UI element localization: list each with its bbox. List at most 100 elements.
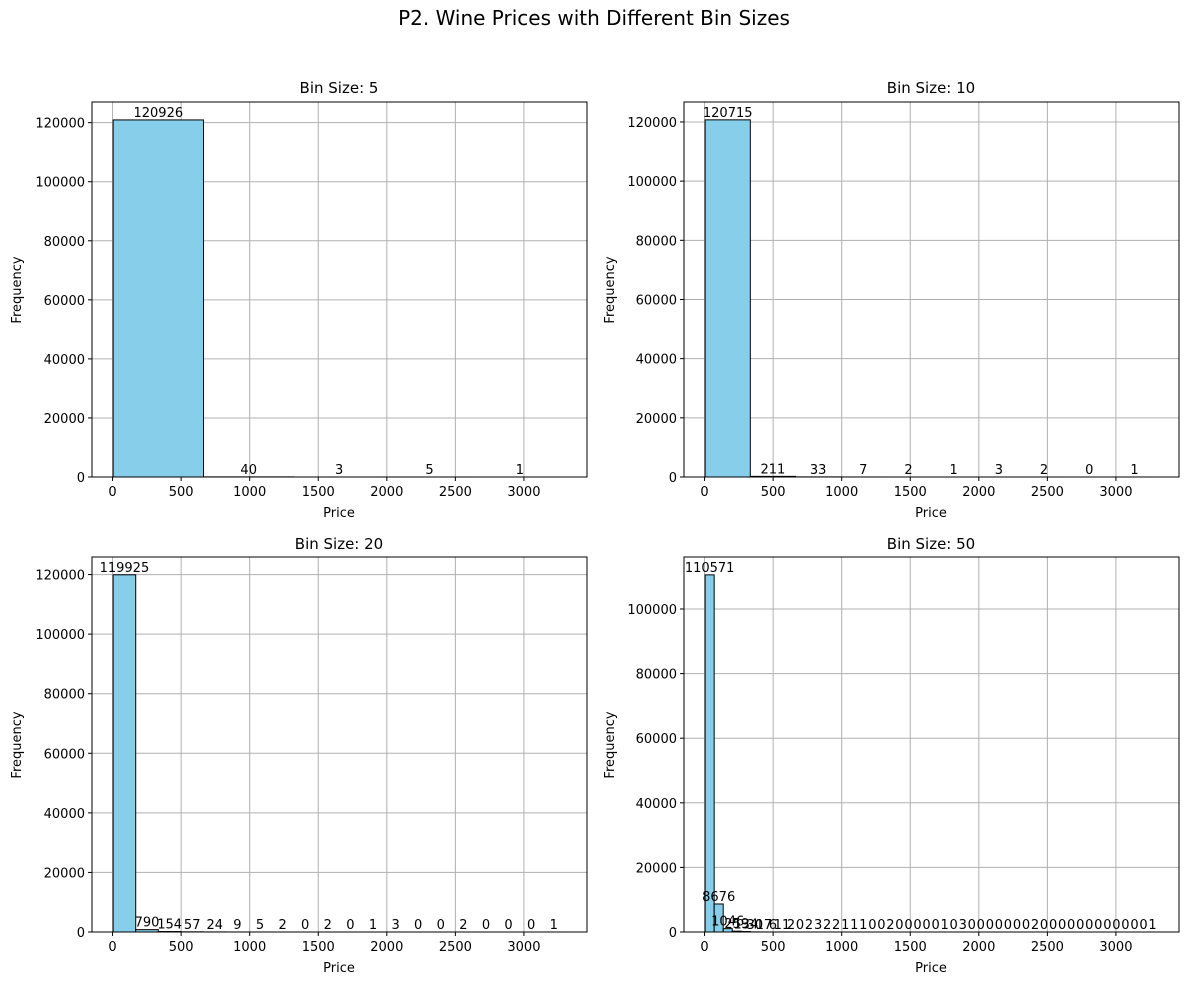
bar-value-label: 33 xyxy=(810,463,827,478)
bar-value-label: 0 xyxy=(1040,918,1048,933)
subplot-title: Bin Size: 20 xyxy=(295,535,383,553)
x-tick-label: 3000 xyxy=(507,485,540,500)
x-tick-label: 1500 xyxy=(302,940,335,955)
bar-value-label: 0 xyxy=(877,918,885,933)
histogram-bar xyxy=(112,574,137,933)
bar-value-label: 3 xyxy=(814,918,822,933)
histogram-bar xyxy=(704,574,715,933)
y-tick-label: 100000 xyxy=(35,628,85,643)
bar-value-label: 154 xyxy=(157,918,182,933)
bar-value-label: 5 xyxy=(425,463,433,478)
histogram-bar xyxy=(112,119,205,478)
x-tick-label: 500 xyxy=(169,940,194,955)
bar-value-label: 1 xyxy=(841,918,849,933)
bar-value-label: 2 xyxy=(787,918,795,933)
bar-value-label: 2 xyxy=(886,918,894,933)
y-tick-label: 60000 xyxy=(44,294,85,309)
bar-value-label: 0 xyxy=(414,918,422,933)
axes-frame xyxy=(683,101,1180,478)
y-tick-label: 0 xyxy=(669,471,677,486)
x-tick-label: 1000 xyxy=(825,940,858,955)
bar-value-label: 0 xyxy=(904,918,912,933)
y-tick-label: 60000 xyxy=(636,732,677,747)
x-tick-label: 2500 xyxy=(439,485,472,500)
bar-value-label: 0 xyxy=(1022,918,1030,933)
y-tick-label: 20000 xyxy=(636,861,677,876)
bar-value-label: 110571 xyxy=(685,561,735,576)
subplot-title: Bin Size: 5 xyxy=(300,79,379,97)
y-tick-label: 120000 xyxy=(627,116,677,131)
bar-value-label: 0 xyxy=(922,918,930,933)
y-axis-label: Frequency xyxy=(603,256,618,323)
y-tick-label: 20000 xyxy=(44,866,85,881)
bar-value-label: 119925 xyxy=(100,561,150,576)
bar-value-label: 1 xyxy=(369,918,377,933)
bar-value-label: 0 xyxy=(1112,918,1120,933)
x-axis-label: Price xyxy=(323,506,355,521)
bar-value-label: 1 xyxy=(550,918,558,933)
x-tick-label: 2000 xyxy=(370,940,403,955)
y-tick-label: 80000 xyxy=(44,688,85,703)
bar-value-label: 0 xyxy=(796,918,804,933)
bar-value-label: 211 xyxy=(760,462,785,477)
y-axis-label: Frequency xyxy=(603,711,618,778)
y-tick-label: 0 xyxy=(77,471,85,486)
bar-value-label: 1046 xyxy=(711,915,744,930)
bar-value-label: 9 xyxy=(233,918,241,933)
bar-value-label: 3 xyxy=(391,918,399,933)
bar-value-label: 57 xyxy=(184,918,201,933)
bar-value-label: 0 xyxy=(968,918,976,933)
bar-value-label: 120715 xyxy=(703,106,753,121)
bar-value-label: 0 xyxy=(1121,918,1129,933)
x-tick-label: 2500 xyxy=(1031,485,1064,500)
x-tick-label: 2500 xyxy=(439,940,472,955)
bar-value-label: 259 xyxy=(724,917,749,932)
bar-value-label: 790 xyxy=(135,916,160,931)
subplot-title: Bin Size: 10 xyxy=(887,79,975,97)
bar-value-label: 1 xyxy=(1148,918,1156,933)
bar-value-label: 0 xyxy=(1085,918,1093,933)
bar-value-label: 0 xyxy=(977,918,985,933)
bar-value-label: 2 xyxy=(278,918,286,933)
histogram-bar xyxy=(704,119,751,478)
y-axis-label: Frequency xyxy=(10,711,25,778)
axes-frame xyxy=(91,101,588,478)
bar-value-label: 0 xyxy=(504,918,512,933)
bar-value-label: 0 xyxy=(950,918,958,933)
bar-value-label: 0 xyxy=(1067,918,1075,933)
y-tick-label: 40000 xyxy=(44,353,85,368)
bar-value-label: 0 xyxy=(1013,918,1021,933)
x-tick-label: 3000 xyxy=(1099,940,1132,955)
x-tick-label: 2000 xyxy=(962,485,995,500)
bar-value-label: 2 xyxy=(823,918,831,933)
bar-value-label: 1 xyxy=(516,463,524,478)
x-tick-label: 1500 xyxy=(302,485,335,500)
bar-value-label: 0 xyxy=(437,918,445,933)
bar-value-label: 8676 xyxy=(702,890,735,905)
x-tick-label: 2000 xyxy=(370,485,403,500)
bar-value-label: 0 xyxy=(895,918,903,933)
y-tick-label: 40000 xyxy=(636,353,677,368)
bar-value-label: 120926 xyxy=(133,106,183,121)
y-axis-label: Frequency xyxy=(10,256,25,323)
bar-value-label: 0 xyxy=(1049,918,1057,933)
x-tick-label: 1000 xyxy=(233,485,266,500)
x-axis-label: Price xyxy=(323,961,355,976)
bar-value-label: 1 xyxy=(850,918,858,933)
bar-value-label: 2 xyxy=(459,918,467,933)
bar-value-label: 2 xyxy=(904,463,912,478)
bar-value-label: 40 xyxy=(240,463,257,478)
bar-value-label: 3 xyxy=(335,463,343,478)
bar-value-label: 0 xyxy=(301,918,309,933)
axes-frame xyxy=(91,556,588,933)
y-tick-label: 60000 xyxy=(44,747,85,762)
x-tick-label: 0 xyxy=(700,485,708,500)
bar-value-label: 0 xyxy=(1130,918,1138,933)
x-tick-label: 3000 xyxy=(1099,485,1132,500)
bar-value-label: 0 xyxy=(986,918,994,933)
x-tick-label: 0 xyxy=(108,940,116,955)
